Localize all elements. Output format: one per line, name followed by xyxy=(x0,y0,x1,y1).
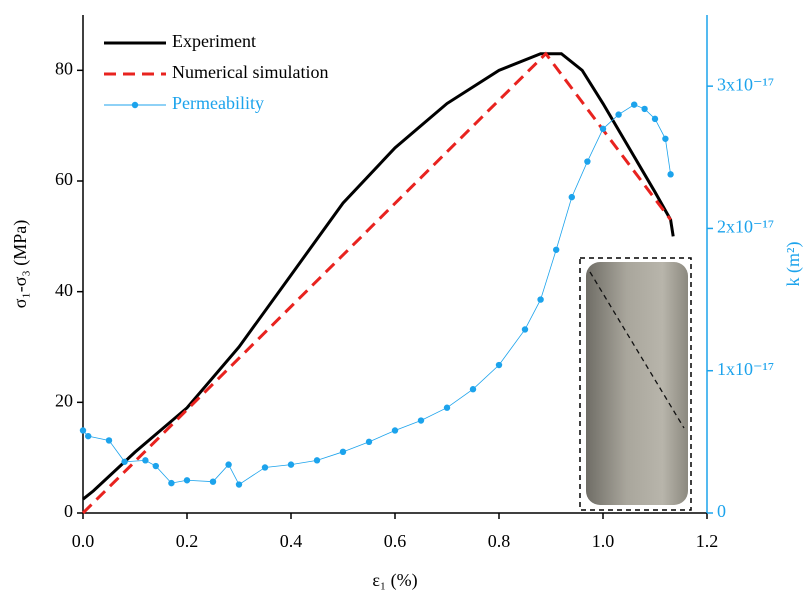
x-tick-label: 0.4 xyxy=(280,531,303,551)
data-point xyxy=(339,448,347,456)
data-point xyxy=(121,458,128,465)
series-line xyxy=(82,52,675,501)
data-point xyxy=(553,246,560,253)
data-point xyxy=(641,105,648,113)
data-point xyxy=(631,101,638,108)
data-point xyxy=(152,462,159,470)
data-point xyxy=(261,464,269,471)
data-point xyxy=(313,457,321,464)
y-tick-label: 40 xyxy=(55,280,73,300)
data-point xyxy=(168,479,175,487)
x-tick-label: 0.0 xyxy=(72,531,95,551)
data-point xyxy=(79,427,87,434)
rock-sample xyxy=(586,262,688,505)
data-point xyxy=(391,427,399,434)
data-point xyxy=(443,404,451,411)
data-point xyxy=(85,432,92,440)
data-point xyxy=(521,326,529,333)
data-point xyxy=(469,386,477,393)
data-point xyxy=(599,125,607,133)
data-point xyxy=(105,437,113,444)
data-point xyxy=(235,481,243,488)
data-point xyxy=(287,461,295,468)
data-point xyxy=(183,477,191,484)
y-tick-label: 60 xyxy=(55,169,73,189)
y-tick-label: 20 xyxy=(55,390,73,410)
data-point xyxy=(568,193,575,201)
y-axis-title: σ₁-σ₃ (MPa) xyxy=(10,220,31,308)
y-tick-label: 80 xyxy=(55,58,73,78)
data-point xyxy=(615,111,622,118)
legend-label: Permeability xyxy=(172,93,264,113)
fracture-line xyxy=(589,271,685,429)
x-tick-label: 0.2 xyxy=(176,531,199,551)
data-point xyxy=(209,478,217,485)
data-point xyxy=(225,461,232,468)
x-tick-label: 1.0 xyxy=(592,531,615,551)
y2-tick-label: 3x10⁻¹⁷ xyxy=(717,74,774,94)
data-point xyxy=(495,361,503,369)
data-point xyxy=(142,457,149,464)
inset-frame xyxy=(579,257,692,511)
x-tick-label: 0.6 xyxy=(384,531,407,551)
data-point xyxy=(584,158,591,165)
y2-tick-label: 1x10⁻¹⁷ xyxy=(717,359,774,379)
data-point xyxy=(537,296,544,303)
legend-label: Numerical simulation xyxy=(172,62,328,82)
x-tick-label: 0.8 xyxy=(488,531,511,551)
x-axis-title: ε₁ (%) xyxy=(372,570,417,591)
data-point xyxy=(365,438,373,446)
data-point xyxy=(417,417,425,424)
y2-tick-label: 2x10⁻¹⁷ xyxy=(717,217,774,237)
x-tick-label: 1.2 xyxy=(696,531,719,551)
data-point xyxy=(651,115,659,123)
legend-marker xyxy=(131,101,139,109)
data-point xyxy=(667,171,674,178)
y-tick-label: 0 xyxy=(64,501,73,521)
y2-tick-label: 0 xyxy=(717,501,726,521)
data-point xyxy=(662,135,669,142)
series-line xyxy=(81,51,672,515)
legend-label: Experiment xyxy=(172,31,256,51)
y2-axis-title: k (m²) xyxy=(783,242,804,287)
inset-photo xyxy=(579,257,692,511)
